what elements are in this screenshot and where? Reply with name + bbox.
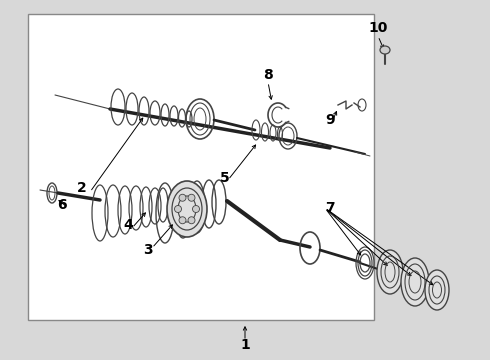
Ellipse shape <box>377 250 403 294</box>
Ellipse shape <box>425 270 449 310</box>
Circle shape <box>193 206 199 212</box>
Text: 3: 3 <box>143 243 153 257</box>
Text: 1: 1 <box>240 338 250 352</box>
Text: 10: 10 <box>368 21 388 35</box>
Circle shape <box>179 217 186 224</box>
Text: 5: 5 <box>220 171 230 185</box>
Text: 6: 6 <box>57 198 67 212</box>
Circle shape <box>179 194 186 201</box>
Circle shape <box>188 217 195 224</box>
Text: 7: 7 <box>325 201 335 215</box>
Circle shape <box>188 194 195 201</box>
Circle shape <box>174 206 181 212</box>
Text: 2: 2 <box>77 181 87 195</box>
Ellipse shape <box>167 181 207 237</box>
Ellipse shape <box>401 258 429 306</box>
Bar <box>28 14 374 320</box>
Text: 9: 9 <box>325 113 335 127</box>
Text: 4: 4 <box>123 218 133 232</box>
Ellipse shape <box>380 46 390 54</box>
Text: 8: 8 <box>263 68 273 82</box>
